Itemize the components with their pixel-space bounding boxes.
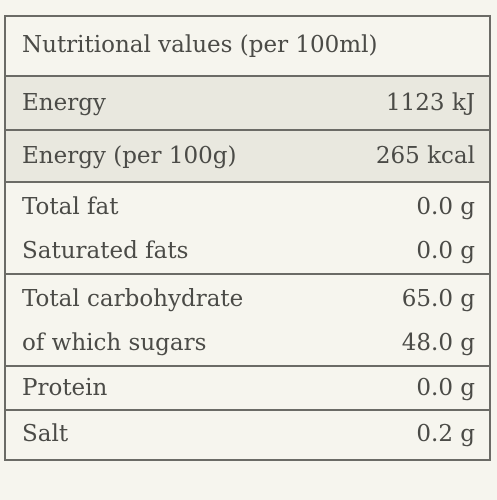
total-carbohydrate-value: 65.0 g bbox=[401, 286, 475, 312]
energy-value: 1123 kJ bbox=[385, 90, 475, 116]
table-row-salt: Salt 0.2 g bbox=[6, 411, 489, 459]
total-fat-value: 0.0 g bbox=[416, 194, 475, 220]
table-header-row: Nutritional values (per 100ml) bbox=[6, 17, 489, 77]
total-fat-label: Total fat bbox=[22, 194, 119, 220]
sugars-label: of which sugars bbox=[22, 330, 207, 356]
protein-value: 0.0 g bbox=[416, 375, 475, 401]
table-header: Nutritional values (per 100ml) bbox=[22, 32, 378, 58]
salt-label: Salt bbox=[22, 421, 69, 447]
saturated-fats-value: 0.0 g bbox=[416, 238, 475, 264]
table-row-energy-per-100g: Energy (per 100g) 265 kcal bbox=[6, 131, 489, 183]
table-row-fat: Total fat 0.0 g Saturated fats 0.0 g bbox=[6, 183, 489, 275]
energy-per-100g-label: Energy (per 100g) bbox=[22, 143, 237, 169]
table-row-protein: Protein 0.0 g bbox=[6, 367, 489, 411]
energy-label: Energy bbox=[22, 90, 106, 116]
protein-label: Protein bbox=[22, 375, 108, 401]
table-row-carbohydrate: Total carbohydrate 65.0 g of which sugar… bbox=[6, 275, 489, 367]
total-carbohydrate-label: Total carbohydrate bbox=[22, 286, 244, 312]
nutrition-table: Nutritional values (per 100ml) Energy 11… bbox=[4, 15, 491, 461]
table-row-energy: Energy 1123 kJ bbox=[6, 77, 489, 131]
saturated-fats-label: Saturated fats bbox=[22, 238, 189, 264]
sugars-value: 48.0 g bbox=[401, 330, 475, 356]
salt-value: 0.2 g bbox=[416, 421, 475, 447]
energy-per-100g-value: 265 kcal bbox=[375, 143, 475, 169]
